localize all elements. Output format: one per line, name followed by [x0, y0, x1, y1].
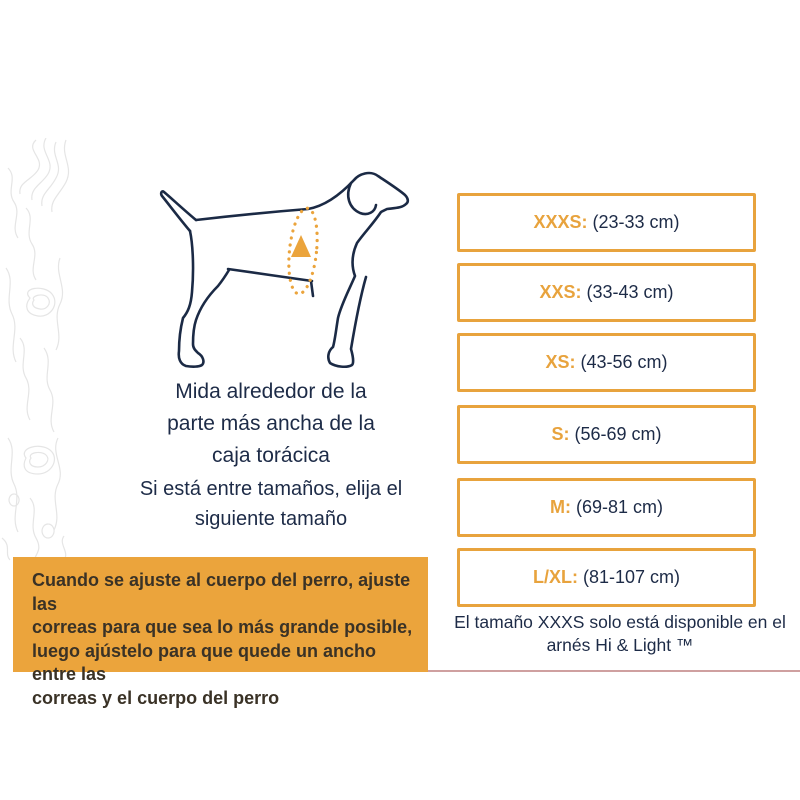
size-box-xxxs: XXXS: (23-33 cm) — [457, 193, 756, 252]
measure-heading-line: parte más ancha de la — [167, 412, 375, 435]
fit-adjustment-tip-box: Cuando se ajuste al cuerpo del perro, aj… — [13, 557, 428, 708]
dog-ear — [347, 181, 378, 216]
size-box-xs: XS: (43-56 cm) — [457, 333, 756, 392]
size-label: XXS: — [539, 282, 582, 302]
xxxs-availability-note: El tamaño XXXS solo está disponible en e… — [440, 611, 800, 657]
topo-pattern-decoration — [1, 138, 70, 561]
measuring-tape-ellipse — [287, 206, 319, 296]
size-box-xxs: XXS: (33-43 cm) — [457, 263, 756, 322]
fit-tip-line: Cuando se ajuste al cuerpo del perro, aj… — [32, 570, 411, 614]
measure-sub-line: siguiente tamaño — [194, 508, 348, 530]
size-range: (69-81 cm) — [570, 497, 664, 517]
divider-line — [428, 670, 800, 672]
size-range: (33-43 cm) — [581, 282, 674, 302]
measure-sub-line: Si está entre tamaños, elija el — [139, 478, 403, 500]
size-label: M: — [549, 497, 571, 517]
size-label: XXXS: — [533, 212, 588, 232]
fit-tip-line: correas para que sea lo más grande posib… — [32, 617, 413, 637]
between-sizes-instruction: Si está entre tamaños, elija el siguient… — [112, 474, 430, 534]
note-line: arnés Hi & Light ™ — [546, 635, 694, 655]
size-label: XS: — [545, 352, 576, 372]
dog-hind-leg — [177, 229, 231, 368]
measure-heading-line: Mida alrededor de la — [175, 380, 367, 403]
size-range: (43-56 cm) — [575, 352, 668, 372]
dog-tail — [159, 190, 198, 233]
dog-body-outline — [194, 171, 410, 369]
measure-heading-line: caja torácica — [212, 444, 330, 467]
dog-far-leg — [309, 279, 315, 298]
fit-tip-line: correas y el cuerpo del perro — [32, 687, 280, 708]
size-range: (56-69 cm) — [569, 424, 662, 444]
size-box-lxl: L/XL: (81-107 cm) — [457, 548, 756, 607]
measure-arrow-up-icon — [291, 235, 311, 257]
size-label: S: — [551, 424, 570, 444]
size-label: L/XL: — [532, 567, 578, 587]
size-box-s: S: (56-69 cm) — [457, 405, 756, 464]
dog-belly — [226, 267, 314, 283]
size-range: (23-33 cm) — [587, 212, 680, 232]
note-line: El tamaño XXXS solo está disponible en e… — [454, 612, 786, 632]
size-box-m: M: (69-81 cm) — [457, 478, 756, 537]
measure-instruction-heading: Mida alrededor de la parte más ancha de … — [112, 376, 430, 472]
dog-outline-illustration — [159, 171, 410, 369]
fit-tip-line: luego ajústelo para que quede un ancho e… — [32, 640, 377, 685]
size-range: (81-107 cm) — [577, 567, 681, 587]
